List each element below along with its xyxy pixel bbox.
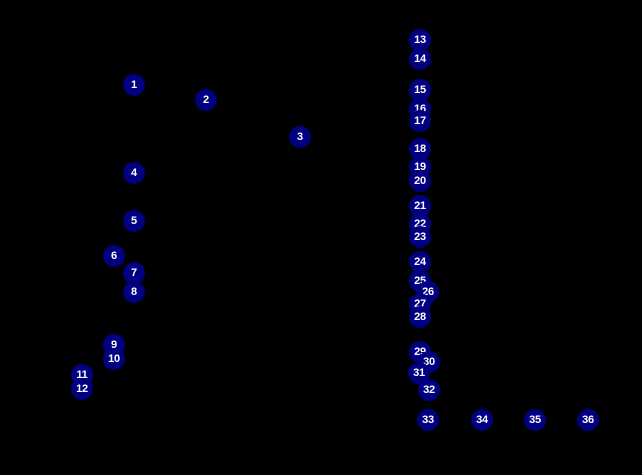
element-marker-14[interactable]: 14 (409, 48, 431, 70)
element-marker-21[interactable]: 21 (409, 195, 431, 217)
element-marker-35[interactable]: 35 (524, 409, 546, 431)
element-marker-36[interactable]: 36 (577, 409, 599, 431)
element-marker-23[interactable]: 23 (409, 226, 431, 248)
element-marker-1[interactable]: 1 (123, 74, 145, 96)
element-marker-24[interactable]: 24 (409, 251, 431, 273)
element-marker-15[interactable]: 15 (409, 79, 431, 101)
element-marker-4[interactable]: 4 (123, 162, 145, 184)
element-marker-7[interactable]: 7 (123, 262, 145, 284)
element-marker-31[interactable]: 31 (408, 362, 430, 384)
element-marker-33[interactable]: 33 (417, 409, 439, 431)
element-marker-34[interactable]: 34 (471, 409, 493, 431)
element-marker-10[interactable]: 10 (103, 348, 125, 370)
element-marker-20[interactable]: 20 (409, 170, 431, 192)
element-marker-8[interactable]: 8 (123, 281, 145, 303)
element-marker-13[interactable]: 13 (409, 29, 431, 51)
element-marker-17[interactable]: 17 (409, 110, 431, 132)
element-marker-3[interactable]: 3 (289, 126, 311, 148)
element-marker-12[interactable]: 12 (71, 378, 93, 400)
element-marker-5[interactable]: 5 (123, 210, 145, 232)
element-marker-32[interactable]: 32 (418, 379, 440, 401)
element-marker-28[interactable]: 28 (409, 306, 431, 328)
element-marker-2[interactable]: 2 (195, 89, 217, 111)
element-marker-18[interactable]: 18 (409, 138, 431, 160)
element-marker-6[interactable]: 6 (103, 245, 125, 267)
